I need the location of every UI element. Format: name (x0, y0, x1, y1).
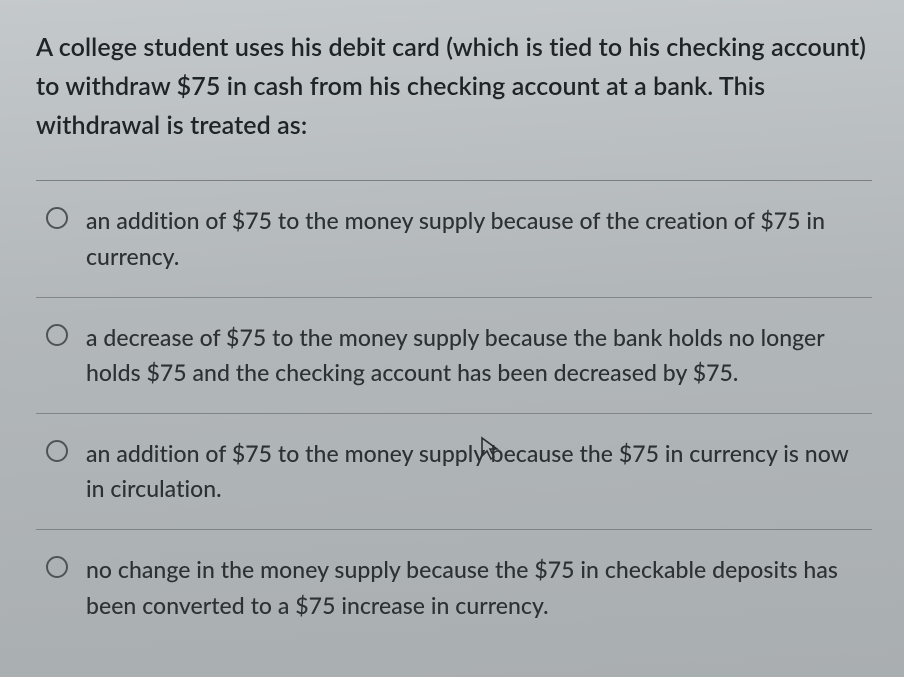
option-row[interactable]: a decrease of $75 to the money supply be… (36, 297, 872, 413)
radio-unchecked-icon[interactable] (46, 324, 68, 346)
question-text: A college student uses his debit card (w… (36, 28, 872, 174)
radio-unchecked-icon[interactable] (46, 207, 68, 229)
option-text: an addition of $75 to the money supply b… (86, 436, 866, 507)
option-text: a decrease of $75 to the money supply be… (86, 320, 866, 391)
option-row[interactable]: an addition of $75 to the money supply b… (36, 413, 872, 529)
option-text: no change in the money supply because th… (86, 552, 866, 623)
radio-unchecked-icon[interactable] (46, 440, 68, 462)
option-row[interactable]: no change in the money supply because th… (36, 529, 872, 645)
radio-unchecked-icon[interactable] (46, 556, 68, 578)
option-text: an addition of $75 to the money supply b… (86, 203, 866, 274)
quiz-page: A college student uses his debit card (w… (0, 0, 904, 677)
options-list: an addition of $75 to the money supply b… (36, 174, 872, 645)
option-row[interactable]: an addition of $75 to the money supply b… (36, 180, 872, 296)
